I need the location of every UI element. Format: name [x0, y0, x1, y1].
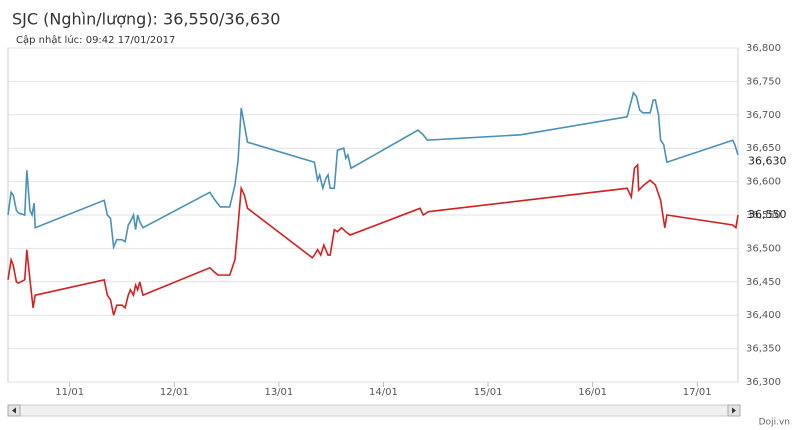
current-value-label: 36,630	[748, 155, 787, 168]
y-tick-label: 36,300	[746, 377, 781, 388]
y-tick-label: 36,650	[746, 143, 781, 154]
scroll-track	[7, 404, 741, 417]
scroll-right-arrow	[732, 407, 736, 414]
chart-subtitle: Cập nhật lúc: 09:42 17/01/2017	[16, 34, 175, 46]
y-tick-label: 36,400	[746, 310, 781, 321]
x-tick-label: 13/01	[264, 387, 293, 398]
y-tick-label: 36,450	[746, 277, 781, 288]
price-line	[7, 90, 739, 251]
x-tick-label: 12/01	[160, 387, 189, 398]
x-tick-label: 11/01	[55, 387, 84, 398]
y-tick-label: 36,500	[746, 243, 781, 254]
y-tick-label: 36,550	[746, 210, 781, 221]
footer-credit: Doji.vn	[759, 418, 790, 428]
y-tick-label: 36,750	[746, 76, 781, 87]
price-line	[7, 162, 739, 316]
chart-title: SJC (Nghìn/lượng): 36,550/36,630	[12, 10, 280, 29]
x-tick-label: 16/01	[578, 387, 607, 398]
x-tick-label: 15/01	[474, 387, 503, 398]
scroll-left-arrow	[12, 407, 16, 414]
y-tick-label: 36,800	[746, 43, 781, 54]
current-value-label: 36,550	[748, 208, 787, 221]
y-tick-label: 36,700	[746, 110, 781, 121]
y-tick-label: 36,600	[746, 177, 781, 188]
x-tick-label: 14/01	[369, 387, 398, 398]
scrollbar	[7, 404, 741, 417]
y-tick-label: 36,350	[746, 344, 781, 355]
x-tick-label: 17/01	[683, 387, 712, 398]
